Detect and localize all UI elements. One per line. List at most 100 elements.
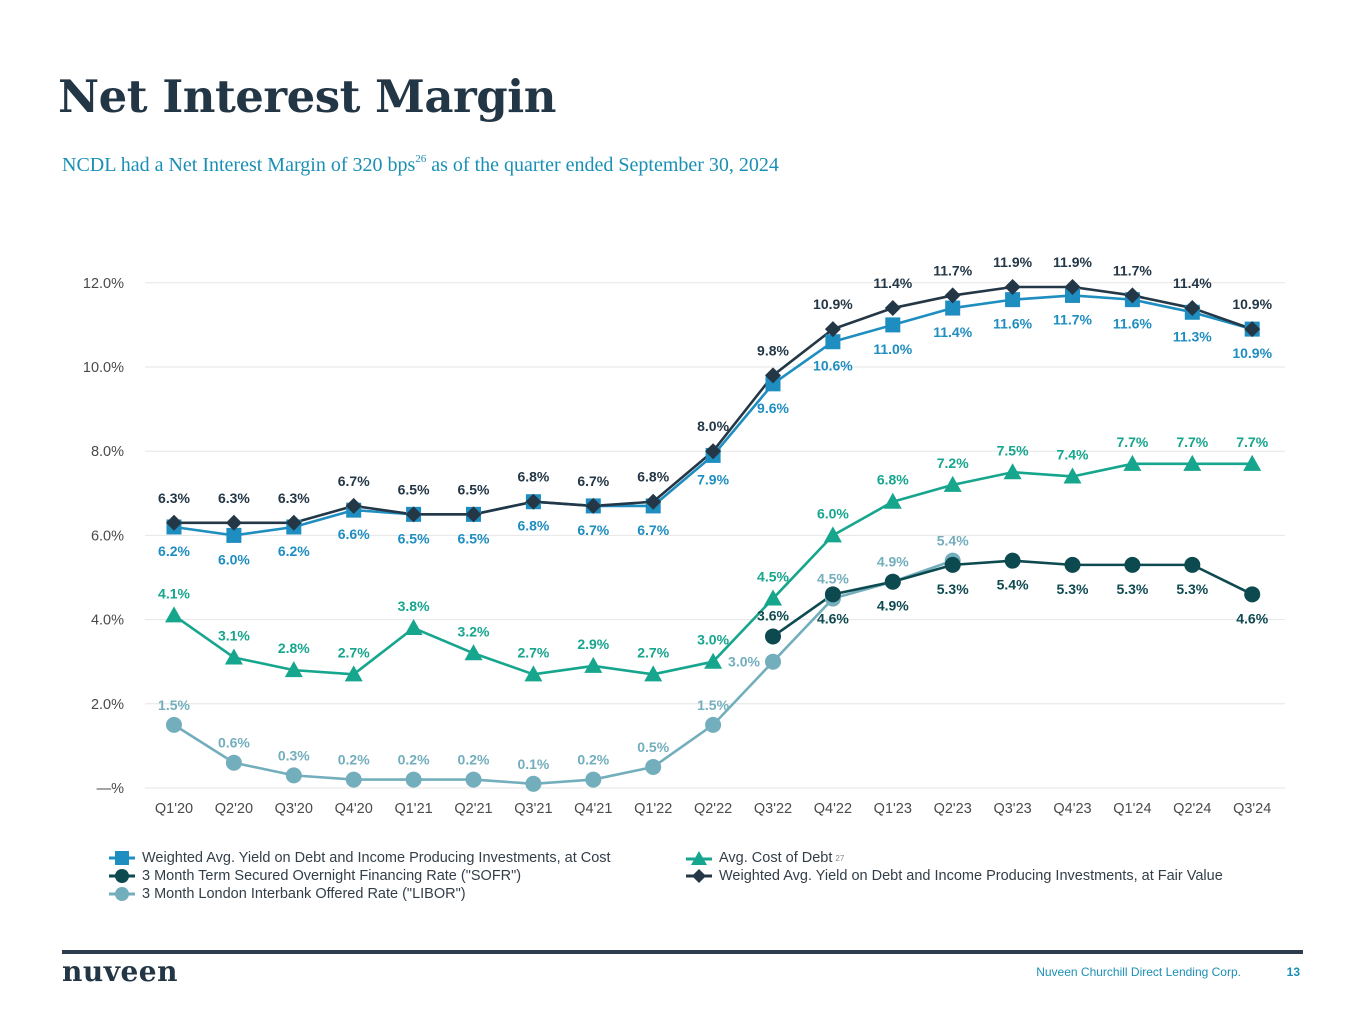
data-point-circle <box>225 754 242 771</box>
y-tick-label: 10.0% <box>83 360 124 376</box>
data-label-yield-fair: 6.7% <box>338 473 370 489</box>
data-label-yield-cost: 11.0% <box>873 341 912 357</box>
legend-label: Weighted Avg. Yield on Debt and Income P… <box>142 850 611 866</box>
data-label-sofr: 5.4% <box>997 577 1029 593</box>
data-label-sofr: 4.6% <box>1236 610 1268 626</box>
data-label-yield-cost: 6.0% <box>218 551 250 567</box>
x-tick-label: Q2'20 <box>215 801 253 817</box>
data-point-diamond <box>465 506 482 523</box>
data-label-yield-cost: 11.6% <box>1113 316 1152 332</box>
data-label-yield-fair: 11.9% <box>1053 254 1092 270</box>
data-label-sofr: 5.3% <box>1057 581 1089 597</box>
legend-footnote: 27 <box>835 853 845 863</box>
data-label-libor: 0.2% <box>338 752 370 768</box>
data-point-circle <box>1064 556 1081 573</box>
data-point-diamond <box>225 514 242 531</box>
x-tick-label: Q3'23 <box>993 801 1031 817</box>
data-label-yield-cost: 11.6% <box>993 316 1032 332</box>
data-label-libor: 0.2% <box>577 752 609 768</box>
data-point-diamond <box>645 493 662 510</box>
data-label-yield-fair: 6.8% <box>517 469 549 485</box>
data-label-yield-cost: 6.2% <box>158 543 190 559</box>
data-point-triangle <box>704 652 723 669</box>
data-label-cost-of-debt: 2.9% <box>577 636 609 652</box>
x-tick-label: Q3'24 <box>1233 801 1271 817</box>
circle-marker-icon <box>109 869 135 883</box>
data-label-sofr: 5.3% <box>1176 581 1208 597</box>
legend-item-yield-fair: Weighted Avg. Yield on Debt and Income P… <box>685 867 1223 885</box>
data-point-square <box>885 317 901 333</box>
data-label-libor: 5.4% <box>937 533 969 549</box>
data-point-square <box>825 334 841 350</box>
data-point-triangle <box>524 665 543 682</box>
data-label-libor: 0.6% <box>218 735 250 751</box>
data-label-cost-of-debt: 2.7% <box>338 644 370 660</box>
net-interest-margin-chart: —%2.0%4.0%6.0%8.0%10.0%12.0% Q1'20 Q2'20 Q… <box>83 254 1285 817</box>
legend-label: Avg. Cost of Debt <box>719 850 833 866</box>
data-label-cost-of-debt: 6.0% <box>817 505 849 521</box>
data-point-triangle <box>1123 454 1142 471</box>
y-tick-label: —% <box>97 781 125 797</box>
data-label-cost-of-debt: 7.7% <box>1236 434 1268 450</box>
data-label-cost-of-debt: 7.5% <box>997 442 1029 458</box>
data-label-cost-of-debt: 7.7% <box>1176 434 1208 450</box>
x-tick-label: Q4'23 <box>1053 801 1091 817</box>
data-label-cost-of-debt: 3.2% <box>458 623 490 639</box>
data-point-circle <box>525 775 542 792</box>
legend-label: Weighted Avg. Yield on Debt and Income P… <box>719 868 1223 884</box>
data-label-yield-cost: 11.7% <box>1053 311 1092 327</box>
data-point-circle <box>645 758 662 775</box>
data-label-cost-of-debt: 2.8% <box>278 640 310 656</box>
data-label-libor: 3.0% <box>728 654 760 670</box>
x-tick-label: Q1'23 <box>874 801 912 817</box>
subtitle-rest: as of the quarter ended September 30, 20… <box>426 154 779 176</box>
page-title: Net Interest Margin <box>58 70 556 123</box>
data-point-triangle <box>404 619 423 636</box>
data-point-circle <box>944 556 961 573</box>
data-label-yield-fair: 6.3% <box>278 490 310 506</box>
x-tick-label: Q2'21 <box>454 801 492 817</box>
data-point-triangle <box>344 665 363 682</box>
data-label-yield-fair: 6.8% <box>637 469 669 485</box>
data-label-yield-cost: 6.2% <box>278 543 310 559</box>
data-label-yield-cost: 6.6% <box>338 526 370 542</box>
data-label-yield-cost: 9.6% <box>757 400 789 416</box>
data-label-yield-fair: 6.3% <box>218 490 250 506</box>
data-point-square <box>1005 292 1021 308</box>
data-point-triangle <box>943 475 962 492</box>
data-point-diamond <box>405 506 422 523</box>
data-point-square <box>765 376 781 392</box>
data-point-circle <box>345 771 362 788</box>
x-tick-label: Q4'20 <box>335 801 373 817</box>
data-point-triangle <box>883 492 902 509</box>
x-tick-label: Q2'23 <box>934 801 972 817</box>
data-label-cost-of-debt: 7.2% <box>937 455 969 471</box>
data-point-triangle <box>165 606 183 623</box>
data-label-yield-fair: 10.9% <box>813 296 853 312</box>
data-label-cost-of-debt: 7.4% <box>1057 446 1089 462</box>
data-label-yield-cost: 6.5% <box>398 530 430 546</box>
x-tick-label: Q1'24 <box>1113 801 1151 817</box>
series-markers <box>165 279 1262 792</box>
data-label-yield-fair: 9.8% <box>757 342 789 358</box>
data-label-yield-cost: 11.3% <box>1173 328 1212 344</box>
y-tick-label: 12.0% <box>83 276 124 292</box>
data-label-libor: 0.3% <box>278 747 310 763</box>
data-label-cost-of-debt: 6.8% <box>877 472 909 488</box>
data-point-triangle <box>1243 454 1262 471</box>
data-label-yield-fair: 10.9% <box>1232 296 1272 312</box>
data-label-yield-cost: 6.5% <box>458 530 490 546</box>
data-label-cost-of-debt: 3.1% <box>218 627 250 643</box>
nuveen-logo: nuveen <box>62 955 178 988</box>
data-point-diamond <box>884 300 901 317</box>
data-point-circle <box>1184 556 1201 573</box>
data-point-triangle <box>584 656 603 673</box>
data-point-diamond <box>585 497 602 514</box>
data-label-yield-fair: 6.7% <box>577 473 609 489</box>
data-label-sofr: 5.3% <box>937 581 969 597</box>
footer-company-name: Nuveen Churchill Direct Lending Corp. <box>1036 965 1241 979</box>
data-label-yield-fair: 6.5% <box>458 481 490 497</box>
data-point-diamond <box>1004 279 1021 296</box>
data-label-cost-of-debt: 4.5% <box>757 569 789 585</box>
data-point-triangle <box>1063 467 1082 484</box>
